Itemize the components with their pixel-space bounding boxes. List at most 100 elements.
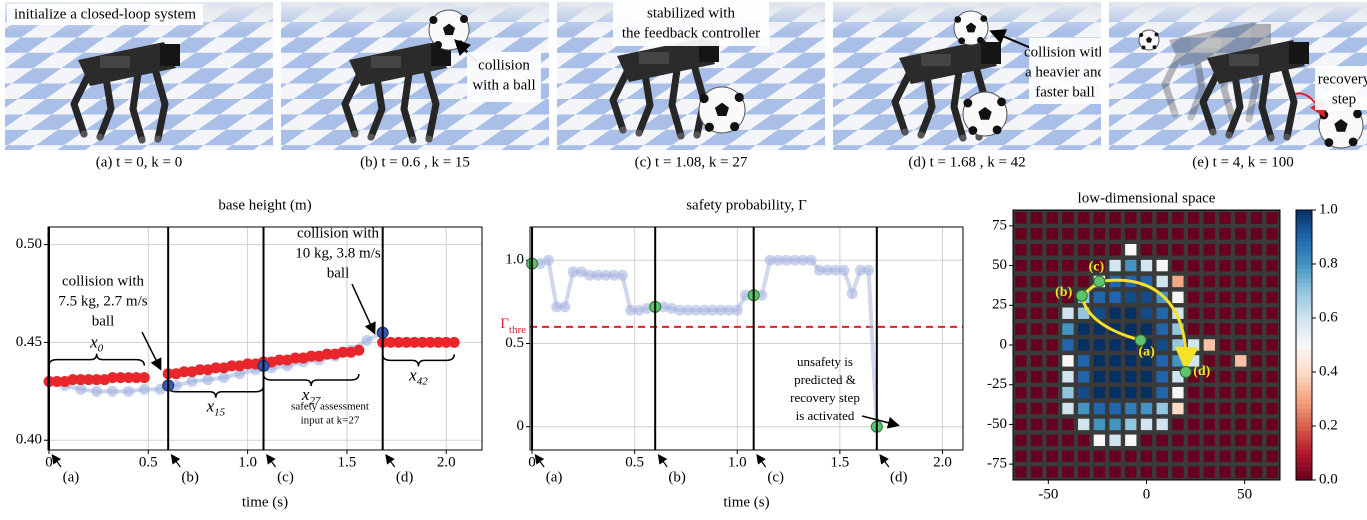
annotation: input at k=27 [301,415,360,427]
colorbar-step [1296,340,1312,346]
threshold-symbol: Γ [500,316,509,332]
robot-leg [400,70,417,144]
heatmap-cell [1015,386,1027,399]
data-point [863,264,875,276]
data-point [797,254,809,266]
heatmap-cell [1172,355,1184,367]
robot-foot [619,126,627,134]
event-arrow [51,454,62,468]
heatmap-cell [1203,323,1215,335]
robot [70,42,180,144]
note-text: the feedback controller [622,25,760,41]
heatmap-cell [1125,339,1137,351]
latent-point [1075,289,1088,302]
ball [1318,103,1364,149]
annotation: ball [327,265,350,281]
heatmap-cell [1187,466,1200,478]
heatmap-cell [1235,339,1247,351]
heatmap-cell [1030,243,1043,256]
data-point [178,366,190,378]
colorbar-step [1296,435,1312,441]
heatmap-cell [1250,307,1263,319]
colorbar-step [1296,214,1312,220]
colorbar-step [1296,462,1312,468]
heatmap-cell [1250,434,1263,447]
heatmap-cell [1140,418,1153,431]
robot-foot [367,133,375,141]
heatmap-cell [1093,434,1106,447]
ball-patch [1348,137,1358,147]
heatmap-cell [1172,228,1184,240]
heatmap-cell [1030,259,1043,272]
latent-label: (a) [1138,344,1155,359]
heatmap-cell [1250,450,1263,462]
ball-patch [1145,36,1153,43]
snapshot-image: stabilized with the feedback controller [557,2,825,150]
heatmap-cell [1093,450,1106,462]
heatmap-cell [1140,259,1153,272]
annotation: 10 kg, 3.8 m/s [295,245,381,261]
robot-hip [1191,36,1221,48]
colorbar-step [1296,426,1312,432]
heatmap-cell [1030,339,1043,351]
colorbar-step [1296,358,1312,364]
heatmap-cell [1046,259,1058,272]
heatmap-cell [1172,434,1184,447]
robot-leg [1258,68,1275,142]
heatmap-cell [1203,228,1215,240]
x-tick-label: 1.0 [238,454,257,470]
ball-patch [963,98,973,108]
heatmap-cell [1140,212,1153,224]
heatmap-cell [1062,339,1074,351]
robot-leg [1187,54,1206,121]
heatmap-cell [1219,466,1231,478]
heatmap-cell [1093,323,1106,335]
colorbar-step [1296,363,1312,369]
colorbar-frame [1295,209,1313,481]
heatmap-cell [1015,243,1027,256]
annotation: 7.5 kg, 2.7 m/s [58,293,147,309]
heatmap-cell [1203,371,1215,383]
latent-point [1179,366,1192,378]
heatmap-cell [1172,243,1184,256]
annotation-arrow [141,331,162,371]
heatmap-cell [1125,386,1137,399]
robot-foot [959,134,967,142]
note-text: a heavier and [1025,64,1105,80]
heatmap-cell [1109,386,1121,399]
data-point [186,376,198,388]
data-point [682,304,694,316]
robot-leg [891,66,915,136]
robot-leg [367,74,386,141]
robot-hip [921,54,951,66]
heatmap-cell [1250,339,1263,351]
heatmap-cell [1266,371,1278,383]
event-arrow [534,454,545,468]
colorbar-step [1296,385,1312,391]
heatmap-cell [1266,275,1278,288]
data-point [75,374,87,386]
heatmap-cell [1266,418,1278,431]
heatmap-cell [1030,450,1043,462]
x-tick-label: 1.5 [338,454,357,470]
heatmap-cell [1140,339,1153,351]
heatmap-cell [1140,275,1153,288]
ball-patch [715,102,729,116]
heatmap-cell [1093,355,1106,367]
robot [1199,40,1309,142]
heatmap-cell [1078,323,1090,335]
heatmap-cell [1109,323,1121,335]
colorbar-label: 0.2 [1319,417,1338,433]
event-label: (a) [63,469,80,485]
heatmap-cell [1015,355,1027,367]
heatmap-cell [1030,466,1043,478]
x-tick-label: 2.0 [437,454,456,470]
heatmap-cell [1046,228,1058,240]
heatmap-cell [1140,323,1153,335]
heatmap-cell [1219,371,1231,383]
colorbar-step [1296,372,1312,378]
heatmap-cell [1093,371,1106,383]
heatmap-cell [1187,212,1200,224]
event-label: (a) [546,469,563,485]
